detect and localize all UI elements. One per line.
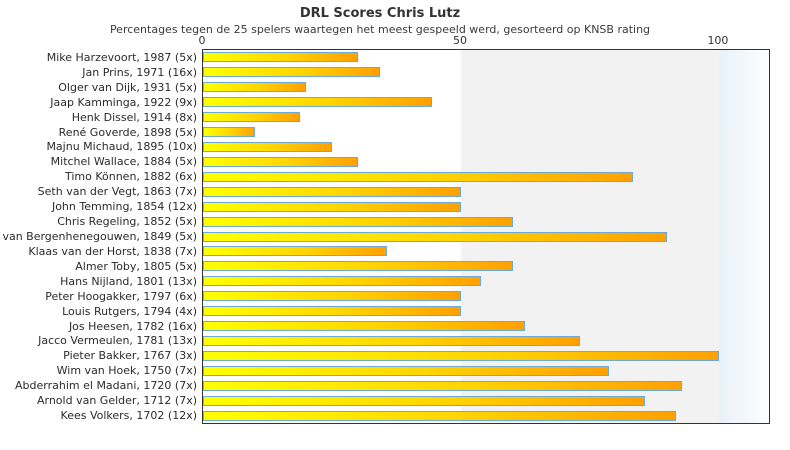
- category-label: Henk Dissel, 1914 (8x): [71, 110, 197, 124]
- category-label: Seth van der Vegt, 1863 (7x): [37, 185, 197, 199]
- bar: [203, 350, 719, 361]
- bar: [203, 321, 526, 332]
- category-label: Timo Können, 1882 (6x): [64, 170, 197, 184]
- bar: [203, 291, 461, 302]
- bar: [203, 67, 381, 78]
- category-label: Jaap Kamminga, 1922 (9x): [50, 95, 197, 109]
- chart-subtitle: Percentages tegen de 25 spelers waartege…: [109, 23, 651, 36]
- bar: [203, 365, 609, 376]
- x-tick-label: 0: [198, 34, 206, 47]
- x-tick-label: 100: [707, 34, 729, 47]
- category-label: Louis Rutgers, 1794 (4x): [62, 304, 197, 318]
- category-label: Abderrahim el Madani, 1720 (7x): [15, 379, 197, 393]
- bar: [203, 186, 461, 197]
- category-label: van Bergenhenegouwen, 1849 (5x): [2, 229, 197, 243]
- bar: [203, 156, 358, 167]
- bar: [203, 112, 300, 123]
- bar: [203, 141, 332, 152]
- category-label: Mike Harzevoort, 1987 (5x): [46, 50, 197, 64]
- category-label: Jos Heesen, 1782 (16x): [68, 319, 197, 333]
- category-label: Arnold van Gelder, 1712 (7x): [36, 394, 197, 408]
- bar: [203, 395, 646, 406]
- bar: [203, 246, 388, 257]
- bar: [203, 231, 668, 242]
- bars: [203, 50, 769, 423]
- bar: [203, 276, 481, 287]
- bar: [203, 216, 513, 227]
- chart-title: DRL Scores Chris Lutz: [299, 6, 461, 21]
- category-label: Jacco Vermeulen, 1781 (13x): [38, 334, 197, 348]
- category-label: Chris Regeling, 1852 (5x): [57, 215, 197, 229]
- category-label: Pieter Bakker, 1767 (3x): [63, 349, 197, 363]
- category-label: John Temming, 1854 (12x): [51, 200, 197, 214]
- category-label: Klaas van der Horst, 1838 (7x): [28, 244, 197, 258]
- bar: [203, 261, 513, 272]
- category-label: Kees Volkers, 1702 (12x): [60, 409, 197, 423]
- category-label: Mitchel Wallace, 1884 (5x): [50, 155, 197, 169]
- category-labels: Mike Harzevoort, 1987 (5x) Jan Prins, 197…: [0, 50, 197, 423]
- category-label: Peter Hoogakker, 1797 (6x): [45, 289, 197, 303]
- bar: [203, 82, 307, 93]
- bar: [203, 201, 461, 212]
- category-label: Olger van Dijk, 1931 (5x): [58, 80, 197, 94]
- category-label: Jan Prins, 1971 (16x): [82, 65, 197, 79]
- bar: [203, 52, 358, 63]
- bar: [203, 127, 255, 138]
- x-axis-tick-labels: 0 50 100: [0, 34, 790, 48]
- bar: [203, 410, 677, 421]
- bar: [203, 97, 433, 108]
- category-label: Majnu Michaud, 1895 (10x): [46, 140, 197, 154]
- category-label: René Goverde, 1898 (5x): [58, 125, 197, 139]
- category-label: Wim van Hoek, 1750 (7x): [56, 364, 197, 378]
- bar: [203, 380, 683, 391]
- category-label: Hans Nijland, 1801 (13x): [60, 274, 197, 288]
- bar: [203, 335, 581, 346]
- x-tick-label: 50: [452, 34, 467, 47]
- bar: [203, 171, 633, 182]
- bar: [203, 306, 461, 317]
- category-label: Almer Toby, 1805 (5x): [75, 259, 197, 273]
